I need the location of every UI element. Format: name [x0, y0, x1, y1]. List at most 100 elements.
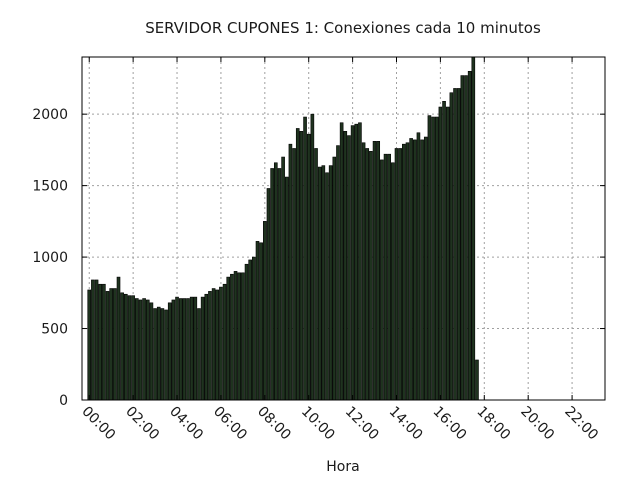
- bar: [91, 279, 95, 401]
- bar: [233, 271, 238, 401]
- bar: [230, 273, 234, 401]
- plot-frame: [81, 56, 606, 401]
- bar: [383, 153, 388, 401]
- bar: [317, 166, 322, 401]
- bar: [109, 288, 113, 401]
- bar: [160, 308, 165, 401]
- bar: [226, 276, 231, 401]
- bar: [336, 145, 340, 401]
- bar: [339, 122, 344, 401]
- bar: [431, 116, 435, 401]
- bar: [153, 308, 157, 401]
- bar: [259, 242, 263, 401]
- bar: [299, 131, 304, 401]
- bar: [175, 296, 179, 401]
- bar: [460, 75, 465, 401]
- x-axis-label: Hora: [326, 459, 359, 475]
- bar: [284, 176, 289, 401]
- bar: [102, 283, 106, 401]
- bar: [189, 296, 194, 401]
- bar: [237, 272, 242, 401]
- bar: [347, 135, 351, 401]
- bar: [113, 288, 117, 401]
- x-tick-label: 14:00: [386, 404, 426, 444]
- bar: [156, 306, 161, 401]
- bar: [277, 168, 282, 401]
- bar: [442, 101, 446, 401]
- bar: [325, 172, 329, 401]
- bar: [145, 299, 150, 401]
- bar: [281, 156, 285, 401]
- bar: [167, 302, 172, 401]
- y-tick-label: 1000: [32, 250, 68, 266]
- bar: [248, 259, 252, 401]
- bar: [365, 148, 370, 401]
- bar: [361, 142, 366, 401]
- bar: [409, 138, 413, 401]
- bar: [369, 151, 373, 401]
- x-tick-label: 00:00: [78, 404, 118, 444]
- x-tick-label: 04:00: [166, 404, 206, 444]
- bar: [178, 298, 183, 401]
- bar: [456, 88, 461, 401]
- bar: [391, 162, 395, 401]
- bar: [182, 298, 187, 401]
- x-tick-label: 16:00: [430, 404, 470, 444]
- bar: [376, 141, 381, 401]
- bar: [427, 115, 432, 401]
- bar: [273, 162, 278, 401]
- y-tick-label: 500: [41, 322, 68, 338]
- bar: [149, 302, 154, 401]
- bar: [193, 296, 198, 401]
- x-tick-label: 10:00: [298, 404, 338, 444]
- bar: [105, 291, 110, 401]
- bar: [310, 113, 315, 401]
- bar: [420, 139, 424, 401]
- bar: [314, 148, 318, 401]
- bar: [171, 299, 176, 401]
- bar: [438, 106, 443, 401]
- bar: [321, 165, 326, 401]
- y-tick-label: 2000: [32, 107, 68, 123]
- bar: [306, 133, 311, 401]
- bar: [222, 283, 227, 401]
- bar: [453, 88, 457, 401]
- bar: [263, 221, 267, 401]
- x-tick-label: 06:00: [210, 404, 250, 444]
- bars: [87, 56, 479, 401]
- bar: [138, 299, 143, 401]
- bar: [124, 293, 128, 401]
- bar: [354, 123, 359, 401]
- bar: [215, 289, 220, 401]
- bar: [434, 116, 439, 401]
- bar: [255, 241, 260, 401]
- bar: [134, 298, 139, 401]
- x-tick-label: 08:00: [254, 404, 294, 444]
- bar: [350, 125, 355, 401]
- bar: [467, 70, 472, 401]
- bar: [380, 159, 384, 401]
- bar: [394, 148, 399, 401]
- bar: [219, 286, 223, 401]
- bar: [475, 359, 479, 401]
- bar: [131, 295, 135, 401]
- x-tick-label: 20:00: [517, 404, 557, 444]
- bar: [87, 289, 92, 401]
- bar: [358, 122, 362, 401]
- bar: [252, 256, 256, 401]
- bar: [266, 188, 271, 401]
- bar: [328, 165, 333, 401]
- y-tick-label: 0: [59, 393, 68, 409]
- bar: [387, 153, 391, 401]
- bar: [116, 276, 121, 401]
- bar: [120, 292, 124, 401]
- bar: [208, 291, 212, 401]
- bar: [412, 139, 417, 401]
- bar: [200, 296, 205, 401]
- bar: [332, 156, 337, 401]
- bar: [186, 298, 190, 401]
- x-tick-label: 02:00: [122, 404, 162, 444]
- chart-title: SERVIDOR CUPONES 1: Conexiones cada 10 m…: [145, 19, 541, 37]
- bar: [402, 143, 406, 401]
